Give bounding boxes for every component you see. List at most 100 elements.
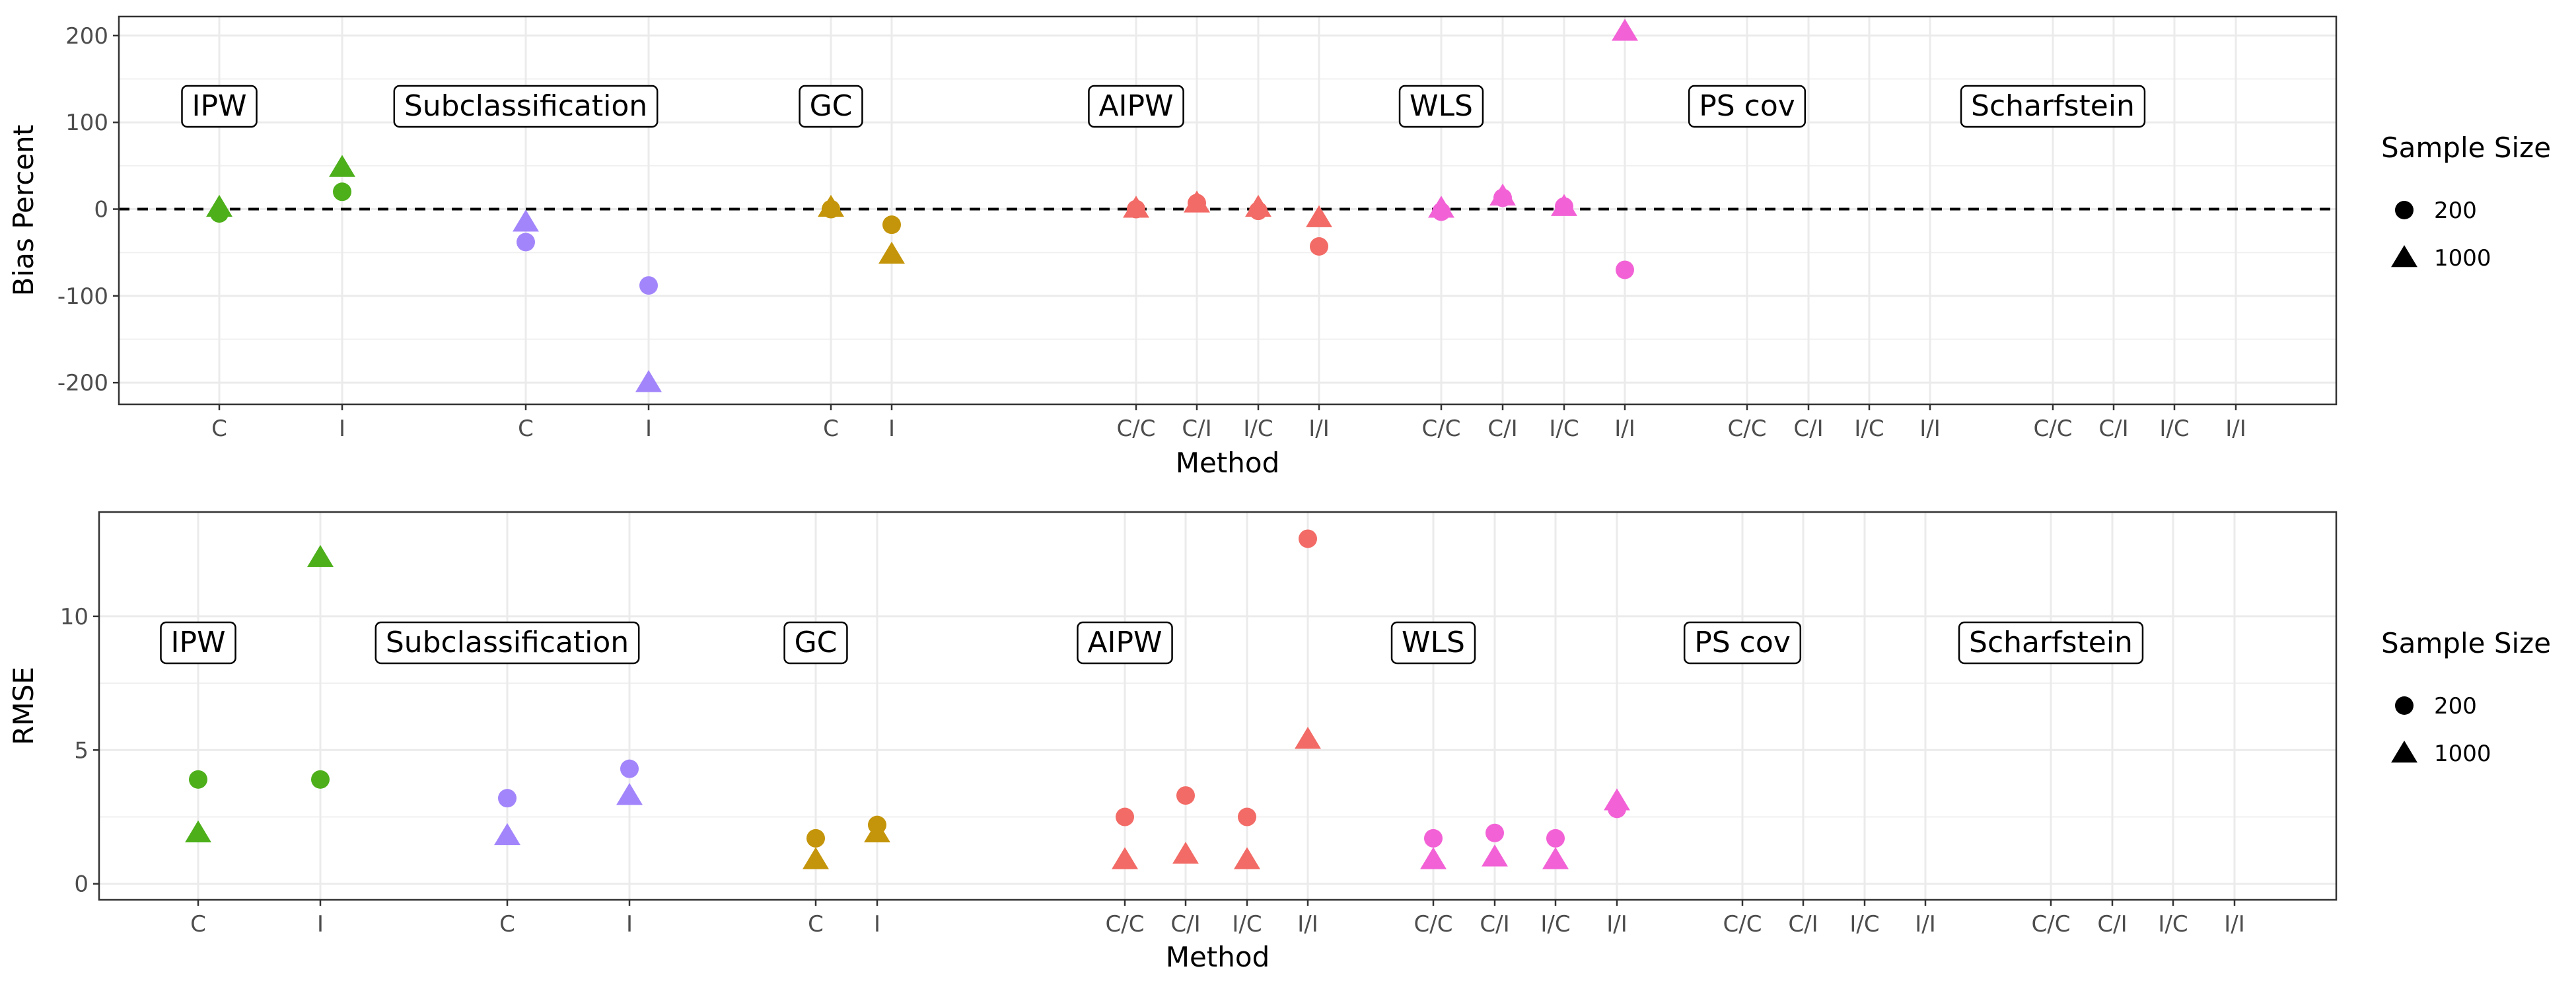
legend-label: 200 <box>2434 693 2477 719</box>
x-tick-label: I/C <box>1854 416 1884 442</box>
point-triangle-1000 <box>329 155 355 177</box>
group-label-text: Subclassification <box>386 626 629 659</box>
group-label-text: Scharfstein <box>1971 89 2135 123</box>
x-tick-label: C/C <box>2032 911 2071 937</box>
point-circle-200 <box>1238 807 1256 826</box>
x-tick-label: I/C <box>2159 416 2189 442</box>
legend-label: 1000 <box>2434 741 2491 767</box>
x-tick-label: C/C <box>1422 416 1461 442</box>
panel-border <box>118 15 2338 406</box>
legend-circle-key <box>2395 201 2414 219</box>
point-circle-200 <box>517 233 535 252</box>
group-label-box <box>1398 85 1484 128</box>
x-tick-label: C <box>808 911 824 937</box>
x-tick-label: C/I <box>1480 911 1509 937</box>
point-triangle-1000 <box>1184 190 1210 213</box>
y-axis-title: Bias Percent <box>7 125 40 297</box>
legend-title: Sample Size <box>2381 627 2551 659</box>
point-triangle-1000 <box>1604 788 1630 811</box>
point-triangle-1000 <box>1420 847 1447 869</box>
point-triangle-1000 <box>494 823 520 846</box>
y-tick-label: 5 <box>74 737 89 764</box>
group-label: IPW <box>181 85 258 128</box>
point-triangle-1000 <box>513 209 539 232</box>
point-triangle-1000 <box>803 847 829 869</box>
group-label-text: IPW <box>170 626 225 659</box>
group-label-text: WLS <box>1402 626 1465 659</box>
x-tick-label: I/I <box>1919 416 1941 442</box>
point-triangle-1000 <box>1482 844 1508 867</box>
point-triangle-1000 <box>206 194 233 217</box>
point-triangle-1000 <box>185 820 211 843</box>
group-label-text: AIPW <box>1098 89 1173 123</box>
point-triangle-1000 <box>1428 196 1454 218</box>
point-circle-200 <box>1176 786 1195 805</box>
group-label: WLS <box>1390 621 1476 665</box>
legend-circle-key <box>2395 696 2414 715</box>
x-tick-label: I <box>645 416 652 442</box>
point-circle-200 <box>1299 529 1317 548</box>
group-label-box <box>1960 85 2146 128</box>
group-label-text: Scharfstein <box>1969 626 2133 659</box>
group-label-text: GC <box>810 89 853 123</box>
x-tick-label: I/C <box>1243 416 1273 442</box>
point-triangle-1000 <box>878 241 905 264</box>
x-tick-label: C/C <box>1728 416 1767 442</box>
legend-label: 1000 <box>2434 245 2491 272</box>
x-tick-label: I/I <box>1915 911 1936 937</box>
legend-label: 200 <box>2434 198 2477 224</box>
group-label-box <box>1683 621 1802 665</box>
group-label: WLS <box>1398 85 1484 128</box>
point-circle-200 <box>1116 807 1134 826</box>
x-tick-label: C <box>211 416 227 442</box>
x-tick-label: I/I <box>2224 911 2245 937</box>
y-tick-label: 0 <box>74 871 89 898</box>
point-triangle-1000 <box>1245 194 1271 217</box>
legend: Sample Size 200 1000 <box>2381 627 2551 767</box>
x-tick-label: C <box>518 416 534 442</box>
group-label: Subclassification <box>375 621 640 665</box>
x-tick-label: C <box>823 416 839 442</box>
point-triangle-1000 <box>1112 847 1138 869</box>
y-tick-label: -100 <box>57 283 108 310</box>
point-circle-200 <box>806 828 825 848</box>
x-tick-label: C/C <box>2034 416 2073 442</box>
plot-background <box>119 17 2336 404</box>
legend: Sample Size 200 1000 <box>2381 131 2551 272</box>
x-tick-label: I/C <box>1232 911 1262 937</box>
y-tick-label: -200 <box>57 370 108 396</box>
group-label-box <box>393 85 659 128</box>
x-tick-label: C/I <box>2098 416 2128 442</box>
x-tick-label: I/I <box>2225 416 2246 442</box>
group-label: GC <box>799 85 863 128</box>
x-tick-label: C/I <box>1170 911 1200 937</box>
x-tick-label: I/C <box>1549 416 1579 442</box>
point-circle-200 <box>1424 828 1443 848</box>
x-tick-label: I <box>339 416 345 442</box>
y-tick-label: 200 <box>65 23 108 50</box>
point-triangle-1000 <box>818 194 844 217</box>
rmse-panel: 10 5 0 C I C I C I C/C C/I I/C I/I C/C C/I I/C I/I C/C C/I… <box>7 511 2551 973</box>
x-tick-label: I/I <box>1308 416 1330 442</box>
group-label: Scharfstein <box>1960 85 2146 128</box>
x-tick-label: I <box>888 416 895 442</box>
group-label-text: WLS <box>1410 89 1473 123</box>
x-axis-title: Method <box>1166 941 1270 973</box>
point-circle-200 <box>311 770 330 789</box>
group-label: PS cov <box>1688 85 1807 128</box>
point-circle-200 <box>1546 828 1565 848</box>
group-label: IPW <box>160 621 236 665</box>
group-label: Scharfstein <box>1958 621 2144 665</box>
group-label-box <box>375 621 640 665</box>
group-label-box <box>1077 621 1173 665</box>
point-circle-200 <box>639 276 658 295</box>
group-label: Subclassification <box>393 85 659 128</box>
plot-background <box>99 512 2336 900</box>
x-tick-label: I <box>317 911 324 937</box>
point-triangle-1000 <box>1306 205 1332 227</box>
legend-triangle-key <box>2391 245 2417 268</box>
group-label-box <box>1088 85 1184 128</box>
y-tick-label: 0 <box>94 197 108 223</box>
group-label-box <box>799 85 863 128</box>
